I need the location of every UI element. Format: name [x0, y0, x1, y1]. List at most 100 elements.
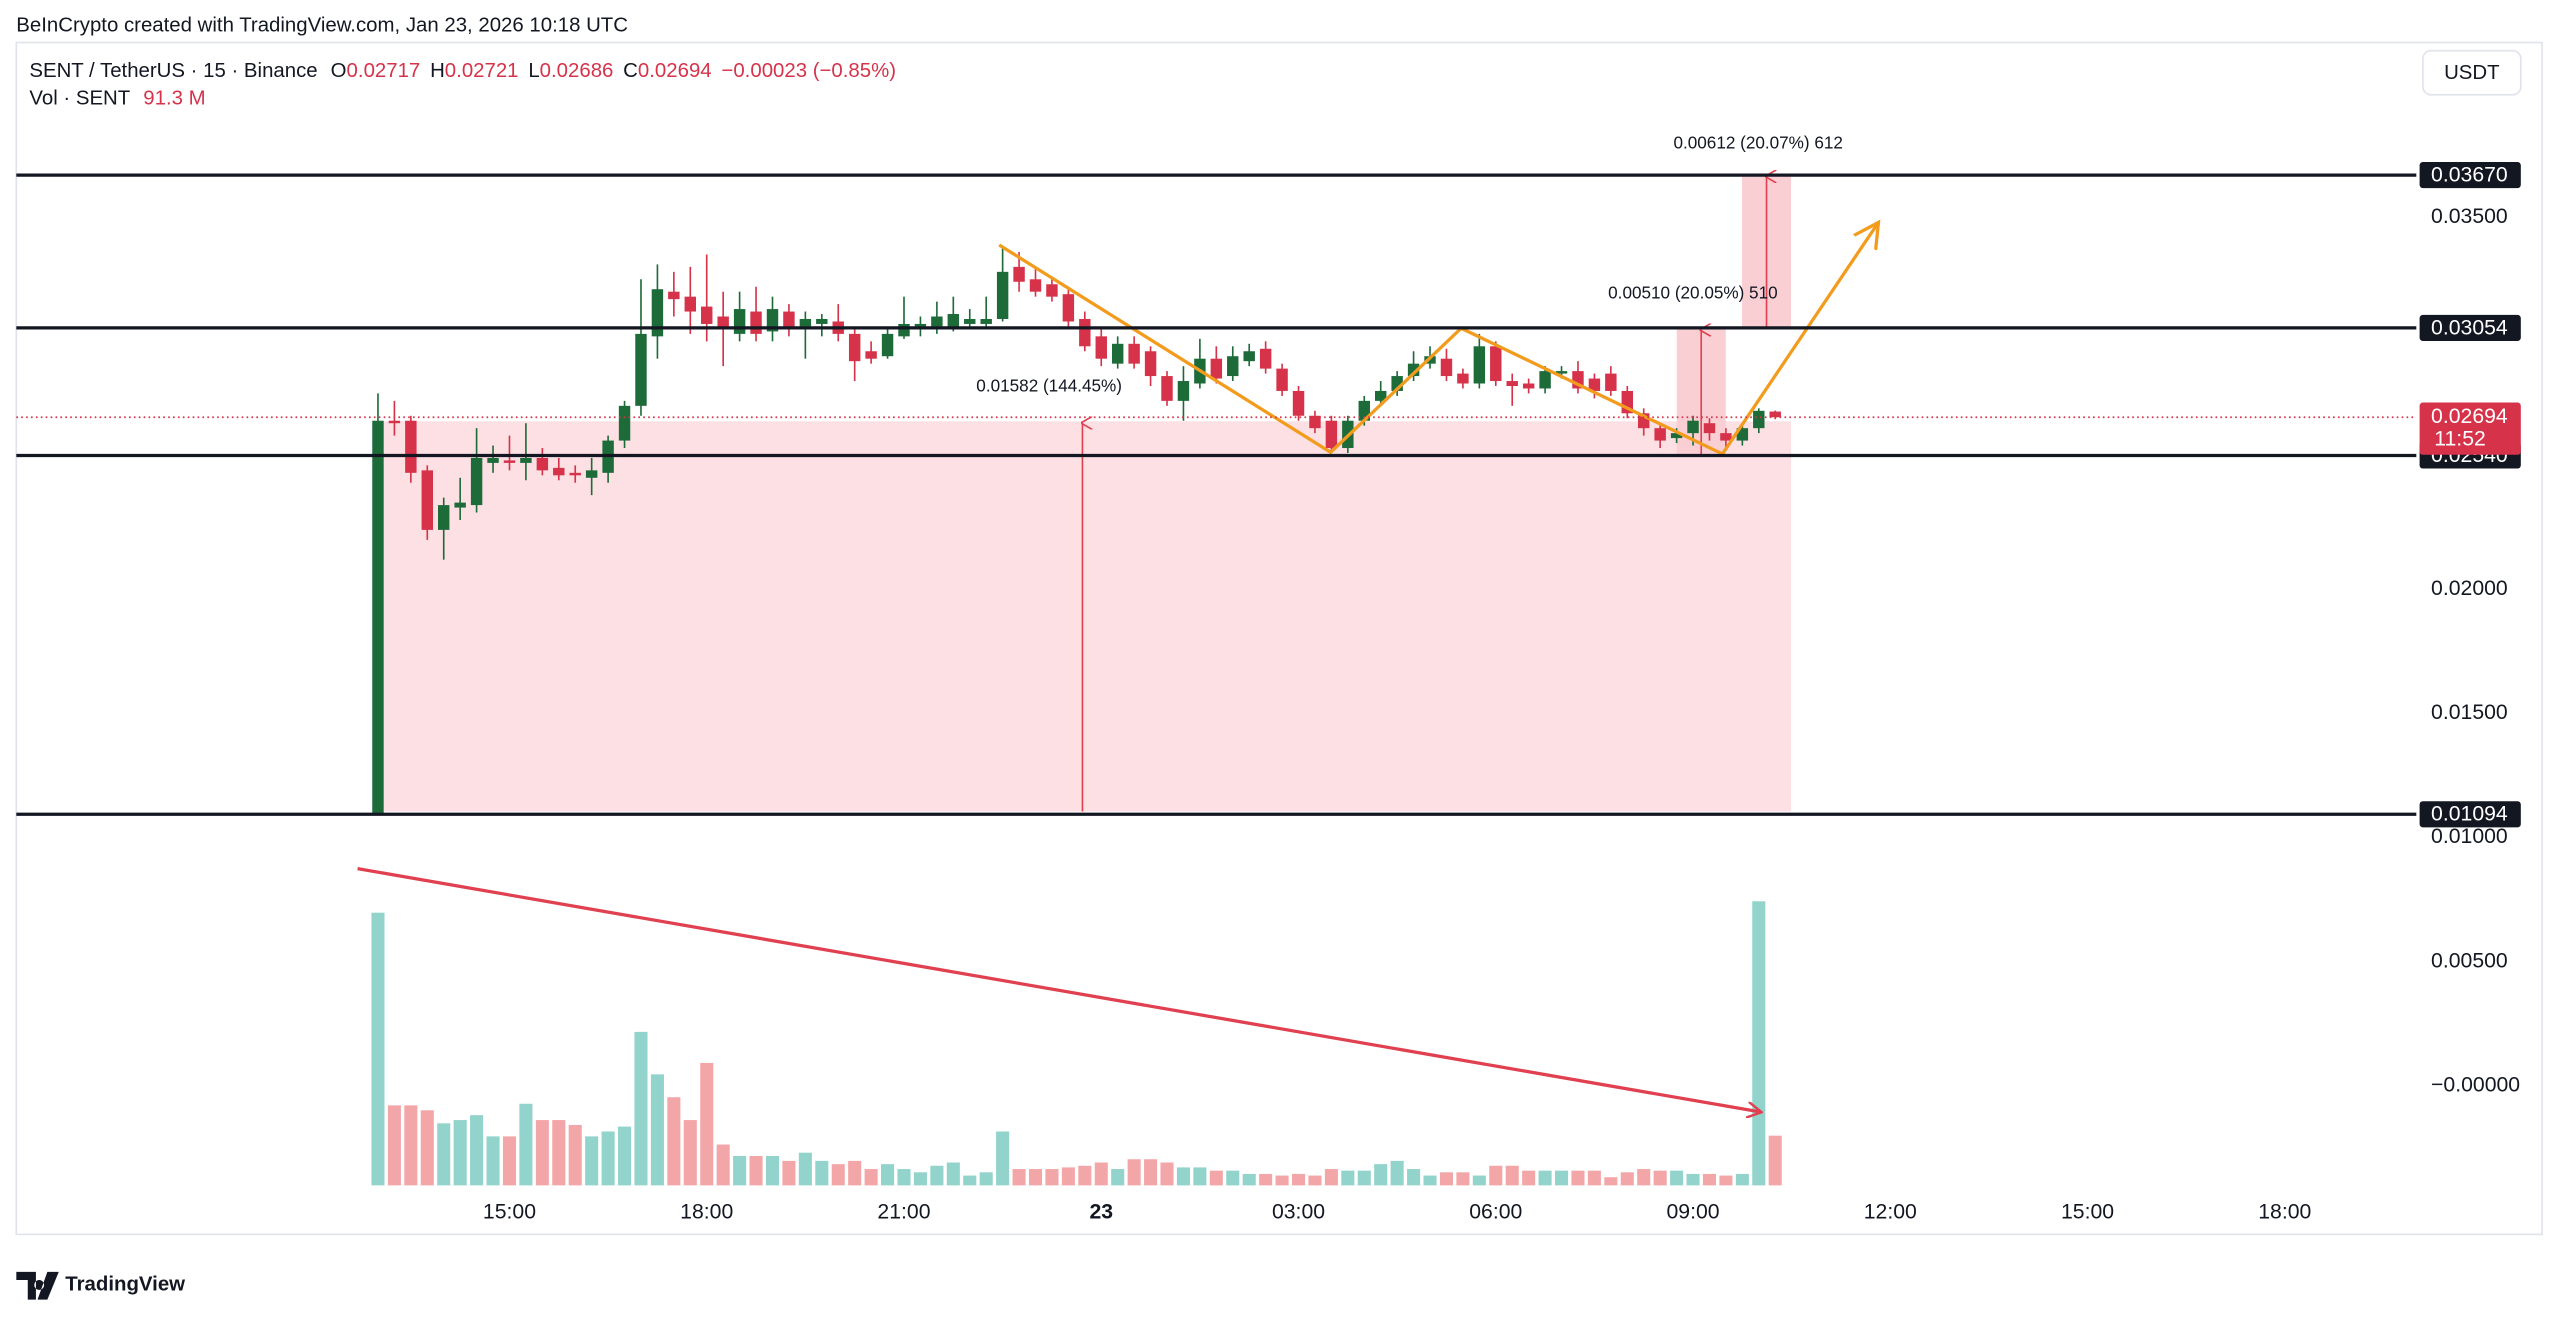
- volume-bar: [1308, 1175, 1322, 1186]
- volume-bar: [946, 1162, 960, 1186]
- candle-body: [1227, 356, 1239, 377]
- candle-body: [372, 420, 384, 815]
- candle-body: [898, 323, 910, 337]
- level-tag: [2419, 801, 2521, 828]
- volume-bar: [1127, 1159, 1141, 1186]
- volume-bar: [798, 1152, 812, 1186]
- candle-body: [487, 457, 499, 463]
- volume-bar: [535, 1120, 549, 1186]
- y-tick-label: 0.03500: [2431, 205, 2508, 228]
- volume-bar: [782, 1160, 796, 1186]
- level-label: 0.01094: [2431, 803, 2508, 826]
- ohlc-value: 0.02694: [638, 60, 712, 82]
- candle-body: [1490, 346, 1502, 382]
- candle-body: [1687, 420, 1699, 434]
- candle-body: [651, 289, 664, 337]
- candle-body: [733, 309, 746, 334]
- ohlc-value: 0.02717: [347, 60, 421, 82]
- candle-body: [1046, 284, 1058, 297]
- currency[interactable]: USDT: [2444, 62, 2500, 84]
- y-tick-label: −0.00000: [2431, 1073, 2520, 1096]
- candle-body: [1720, 433, 1732, 441]
- volume-bar: [881, 1164, 895, 1186]
- volume-bar: [1061, 1167, 1075, 1186]
- volume-bar: [650, 1074, 664, 1186]
- candle-body: [1703, 423, 1716, 434]
- candle-body: [1555, 371, 1568, 374]
- volume-label: Vol · SENT: [29, 88, 130, 110]
- candle-body: [1013, 266, 1025, 282]
- volume-bar: [1620, 1172, 1634, 1186]
- volume-bar: [897, 1169, 911, 1186]
- volume-bar: [913, 1172, 927, 1186]
- candle-body: [701, 306, 713, 324]
- candle-body: [1457, 373, 1469, 384]
- volume-bar: [1045, 1169, 1059, 1186]
- volume-bar: [1275, 1175, 1289, 1186]
- volume-bar: [1571, 1170, 1585, 1186]
- volume-bar: [420, 1110, 434, 1186]
- ohlc-key: O: [331, 60, 347, 82]
- candle-body: [1407, 363, 1420, 377]
- volume-bar: [1193, 1167, 1207, 1186]
- volume-bar: [683, 1120, 697, 1186]
- candle-body: [1309, 415, 1321, 429]
- candle-body: [1292, 390, 1305, 416]
- volume-bar: [831, 1164, 845, 1186]
- volume-bar: [1423, 1175, 1437, 1186]
- candle-body: [914, 323, 927, 327]
- volume-bar: [634, 1031, 648, 1186]
- volume-bar: [519, 1103, 533, 1186]
- volume-bar: [1324, 1169, 1338, 1186]
- volume-bar: [568, 1124, 582, 1186]
- candle-body: [1440, 358, 1453, 377]
- x-tick-label: 12:00: [1864, 1201, 1917, 1224]
- candle-body: [684, 296, 697, 312]
- measure-label: 0.01582 (144.45%): [976, 376, 1122, 396]
- candle-body: [1079, 318, 1091, 347]
- candle-body: [1374, 390, 1387, 401]
- volume-bar: [601, 1131, 615, 1186]
- volume-line: Vol · SENT 91.3 M: [29, 88, 205, 110]
- candle-body: [668, 291, 680, 300]
- level-label: 0.03670: [2431, 163, 2508, 186]
- x-tick-label: 18:00: [2258, 1201, 2311, 1224]
- volume-bar: [1604, 1177, 1618, 1186]
- volume-bar: [387, 1105, 401, 1186]
- candle-body: [1144, 351, 1157, 377]
- volume-bar: [1012, 1169, 1026, 1186]
- currency-button[interactable]: [2422, 49, 2522, 96]
- candle-body: [947, 314, 960, 329]
- candle-body: [1621, 390, 1633, 414]
- volume-bar: [1357, 1170, 1371, 1186]
- volume-bar: [502, 1136, 517, 1186]
- candle-body: [1358, 400, 1370, 421]
- x-tick-label: 03:00: [1272, 1201, 1325, 1224]
- volume-bar: [1768, 1135, 1782, 1186]
- candle-body: [1029, 279, 1042, 292]
- volume-bar: [1160, 1162, 1174, 1186]
- measure-label: 0.00612 (20.07%) 612: [1673, 132, 1842, 152]
- volume-bar: [1439, 1172, 1453, 1186]
- candle-body: [1210, 358, 1223, 379]
- volume-bar: [1111, 1169, 1125, 1186]
- volume-bar: [930, 1165, 944, 1186]
- candle-body: [1522, 383, 1535, 389]
- candle-body: [1638, 413, 1650, 429]
- candle-body: [618, 405, 631, 441]
- candle-body: [1062, 294, 1075, 322]
- candle-body: [996, 271, 1009, 319]
- candle-body: [1473, 346, 1486, 384]
- volume-bar: [1489, 1165, 1503, 1186]
- volume-bar: [667, 1097, 681, 1186]
- candle-body: [1539, 371, 1551, 389]
- volume-bar: [1702, 1173, 1717, 1186]
- level-tag: [2419, 162, 2521, 189]
- volume-bar: [1374, 1164, 1388, 1186]
- chart-frame: [15, 41, 2543, 1236]
- x-tick-label: 15:00: [2061, 1201, 2114, 1224]
- ohlc-key: C: [623, 60, 638, 82]
- volume-bar: [765, 1155, 780, 1186]
